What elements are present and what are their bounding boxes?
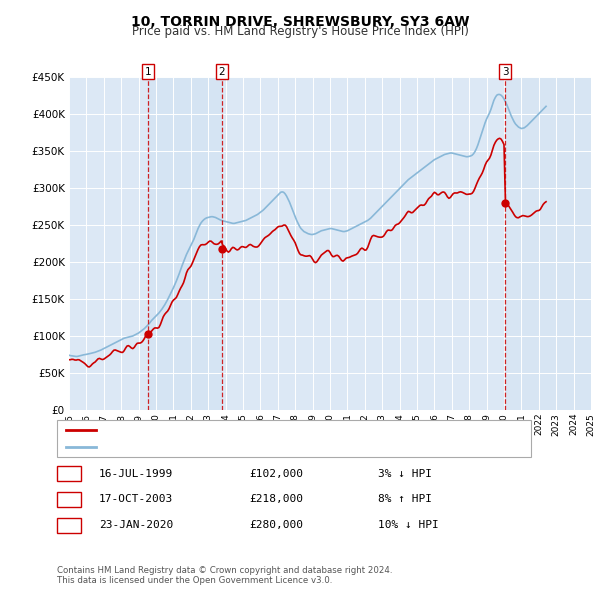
Text: £280,000: £280,000: [249, 520, 303, 530]
Text: 23-JAN-2020: 23-JAN-2020: [99, 520, 173, 530]
Text: 1: 1: [65, 468, 73, 478]
Text: 16-JUL-1999: 16-JUL-1999: [99, 468, 173, 478]
Text: £102,000: £102,000: [249, 468, 303, 478]
Bar: [505, 77, 591, 410]
Text: 2: 2: [65, 494, 73, 504]
Text: Contains HM Land Registry data © Crown copyright and database right 2024.
This d: Contains HM Land Registry data © Crown c…: [57, 566, 392, 585]
Text: £218,000: £218,000: [249, 494, 303, 504]
Text: 2: 2: [218, 67, 225, 77]
Text: 1: 1: [145, 67, 151, 77]
Text: 10, TORRIN DRIVE, SHREWSBURY, SY3 6AW: 10, TORRIN DRIVE, SHREWSBURY, SY3 6AW: [131, 15, 469, 29]
Text: Price paid vs. HM Land Registry's House Price Index (HPI): Price paid vs. HM Land Registry's House …: [131, 25, 469, 38]
Text: 3: 3: [502, 67, 508, 77]
Text: HPI: Average price, detached house, Shropshire: HPI: Average price, detached house, Shro…: [103, 442, 352, 452]
Bar: [148, 77, 222, 410]
Text: 3: 3: [65, 520, 73, 530]
Text: 3% ↓ HPI: 3% ↓ HPI: [378, 468, 432, 478]
Text: 10% ↓ HPI: 10% ↓ HPI: [378, 520, 439, 530]
Text: 17-OCT-2003: 17-OCT-2003: [99, 494, 173, 504]
Text: 10, TORRIN DRIVE, SHREWSBURY, SY3 6AW (detached house): 10, TORRIN DRIVE, SHREWSBURY, SY3 6AW (d…: [103, 425, 424, 435]
Text: 8% ↑ HPI: 8% ↑ HPI: [378, 494, 432, 504]
